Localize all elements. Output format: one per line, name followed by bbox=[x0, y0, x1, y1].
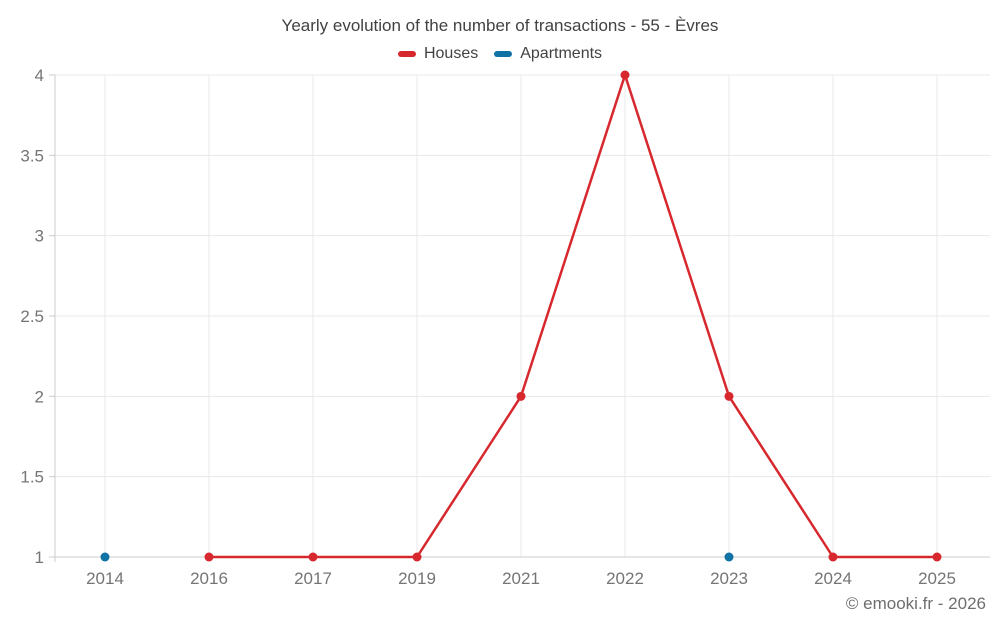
y-tick-label: 4 bbox=[35, 66, 44, 85]
y-tick-label: 3 bbox=[35, 227, 44, 246]
x-tick-label: 2019 bbox=[398, 569, 436, 588]
y-tick-label: 1.5 bbox=[20, 468, 44, 487]
x-tick-label: 2016 bbox=[190, 569, 228, 588]
legend-item-houses[interactable]: Houses bbox=[397, 45, 479, 63]
legend-label-houses: Houses bbox=[423, 45, 479, 62]
x-tick-label: 2023 bbox=[710, 569, 748, 588]
y-tick-label: 3.5 bbox=[20, 146, 44, 165]
data-point-houses[interactable] bbox=[828, 552, 838, 562]
data-point-houses[interactable] bbox=[308, 552, 318, 562]
apartments-swatch-icon bbox=[494, 51, 513, 57]
x-tick-label: 2025 bbox=[918, 569, 956, 588]
data-point-houses[interactable] bbox=[204, 552, 214, 562]
data-point-apartments[interactable] bbox=[100, 552, 110, 562]
legend-item-apartments[interactable]: Apartments bbox=[494, 45, 602, 63]
data-point-houses[interactable] bbox=[516, 391, 526, 401]
data-point-apartments[interactable] bbox=[724, 552, 734, 562]
y-tick-label: 1 bbox=[35, 548, 44, 567]
chart-legend: Houses Apartments bbox=[0, 45, 1000, 63]
series-line-houses bbox=[209, 73, 937, 559]
chart-title: Yearly evolution of the number of transa… bbox=[281, 16, 719, 35]
houses-swatch-icon bbox=[397, 51, 416, 57]
y-tick-label: 2.5 bbox=[20, 307, 44, 326]
data-point-houses[interactable] bbox=[724, 391, 734, 401]
x-tick-label: 2014 bbox=[86, 569, 124, 588]
x-tick-label: 2021 bbox=[502, 569, 540, 588]
watermark: © emooki.fr - 2026 bbox=[845, 594, 986, 613]
data-point-houses[interactable] bbox=[932, 552, 942, 562]
y-tick-label: 2 bbox=[35, 387, 44, 406]
data-point-houses[interactable] bbox=[412, 552, 422, 562]
x-tick-label: 2024 bbox=[814, 569, 852, 588]
legend-label-apartments: Apartments bbox=[520, 45, 603, 62]
data-point-houses[interactable] bbox=[620, 70, 630, 80]
x-tick-label: 2017 bbox=[294, 569, 332, 588]
x-tick-label: 2022 bbox=[606, 569, 644, 588]
